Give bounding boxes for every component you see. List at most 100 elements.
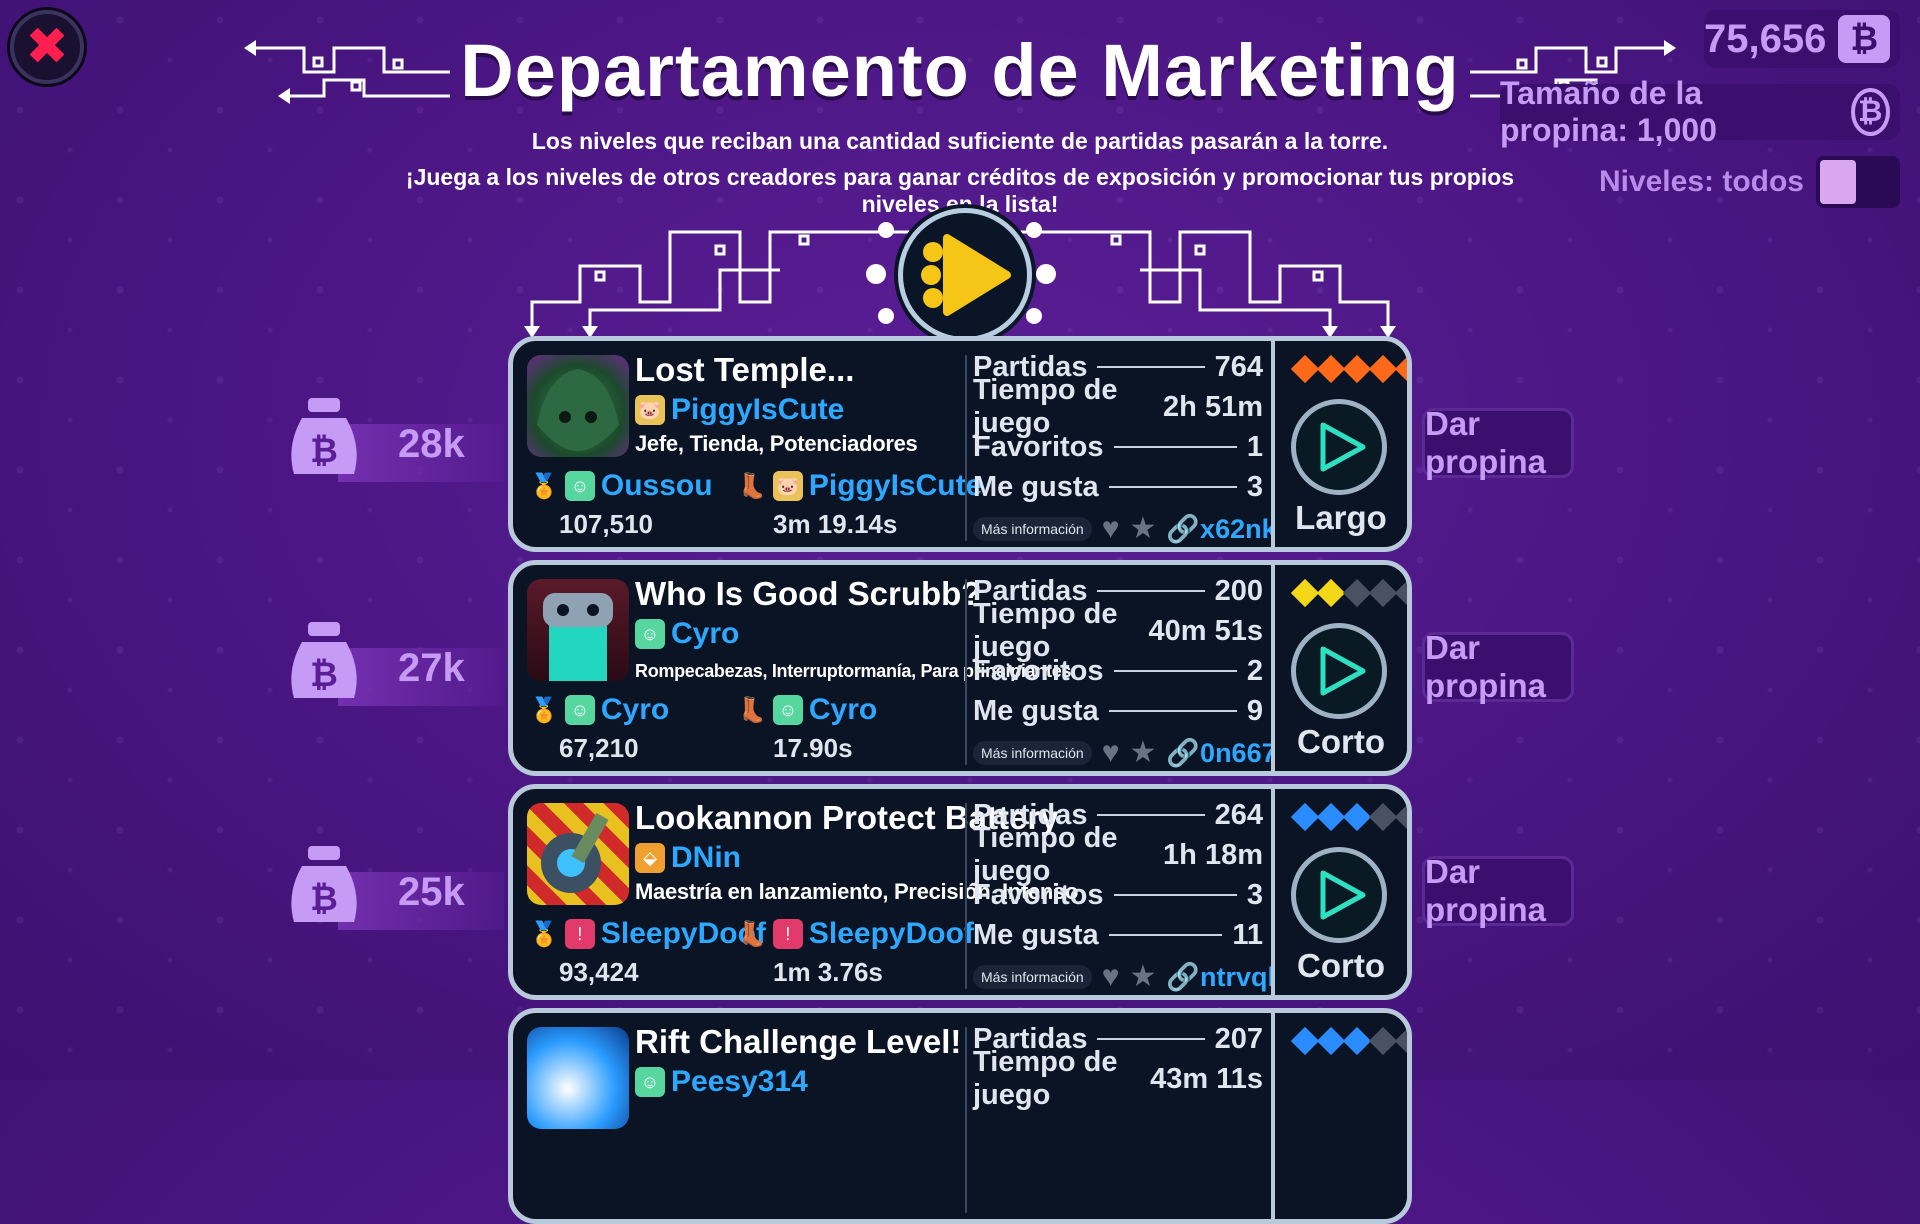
creator-avatar: ☺ bbox=[635, 1067, 665, 1097]
level-creator[interactable]: ☺ Cyro bbox=[635, 617, 739, 651]
creator-avatar: 🐷 bbox=[635, 395, 665, 425]
creator-name: PiggyIsCute bbox=[671, 393, 845, 426]
score-record[interactable]: 🏅 ! SleepyDoof bbox=[529, 917, 766, 951]
level-row: ₿ 25k Lookannon Protect Battery ⬙ DNin M… bbox=[291, 784, 1574, 1000]
level-thumbnail bbox=[527, 355, 629, 457]
close-button[interactable]: ✖ bbox=[10, 10, 84, 84]
difficulty-diamond-filled bbox=[1316, 354, 1346, 384]
heart-icon[interactable]: ♥ bbox=[1101, 736, 1120, 769]
funds-strip bbox=[338, 872, 504, 930]
score-holder: Cyro bbox=[600, 693, 670, 726]
level-funds: ₿ 28k bbox=[288, 398, 508, 482]
level-card[interactable]: Lookannon Protect Battery ⬙ DNin Maestrí… bbox=[508, 784, 1412, 1000]
medal-icon: 🏅 bbox=[529, 920, 559, 948]
score-record[interactable]: 🏅 ☺ Oussou bbox=[529, 469, 713, 503]
star-icon[interactable]: ★ bbox=[1129, 736, 1157, 769]
levels-filter-toggle[interactable] bbox=[1816, 156, 1900, 208]
level-card[interactable]: Who Is Good Scrubb? ☺ Cyro Rompecabezas,… bbox=[508, 560, 1412, 776]
level-card[interactable]: Lost Temple... 🐷 PiggyIsCute Jefe, Tiend… bbox=[508, 336, 1412, 552]
difficulty-diamond-empty bbox=[1394, 802, 1407, 832]
difficulty-diamond-filled bbox=[1290, 802, 1320, 832]
play-icon bbox=[1320, 870, 1366, 920]
speed-holder: Cyro bbox=[808, 693, 878, 726]
level-title: Lookannon Protect Battery bbox=[635, 799, 1059, 836]
difficulty-diamond-filled bbox=[1342, 1026, 1372, 1056]
level-funds: ₿ 25k bbox=[288, 846, 508, 930]
difficulty-diamonds bbox=[1290, 354, 1407, 384]
play-icon bbox=[1320, 422, 1366, 472]
difficulty-diamond-filled bbox=[1316, 802, 1346, 832]
medal-icon: 🏅 bbox=[529, 472, 559, 500]
level-creator[interactable]: ☺ Peesy314 bbox=[635, 1065, 808, 1099]
creator-name: DNin bbox=[671, 841, 741, 874]
level-stats: Partidas 200 Tiempo de juego 40m 51s Favor… bbox=[973, 571, 1263, 731]
level-actions: Más información ♥ ★ 🔗0n667pl bbox=[973, 737, 1301, 769]
card-divider bbox=[965, 803, 967, 989]
difficulty-diamond-filled bbox=[1316, 1026, 1346, 1056]
difficulty-diamond-filled bbox=[1342, 802, 1372, 832]
stat-plays: Partidas 207 bbox=[973, 1022, 1263, 1055]
funds-strip bbox=[338, 424, 504, 482]
player-avatar: ! bbox=[772, 919, 803, 949]
difficulty-diamond-filled bbox=[1290, 354, 1320, 384]
stat-plays: Partidas 200 bbox=[973, 574, 1263, 607]
speed-boot-icon: 👢 bbox=[737, 472, 767, 500]
more-info-button[interactable]: Más información bbox=[973, 517, 1092, 541]
level-creator[interactable]: ⬙ DNin bbox=[635, 841, 741, 875]
creator-name: Cyro bbox=[671, 617, 740, 650]
level-stats: Partidas 764 Tiempo de juego 2h 51m Favori… bbox=[973, 347, 1263, 507]
speed-record[interactable]: 👢 ! SleepyDoof bbox=[737, 917, 974, 951]
more-info-button[interactable]: Más información bbox=[973, 741, 1092, 765]
link-icon: 🔗 bbox=[1166, 962, 1201, 992]
credits-value: 75,656 bbox=[1704, 16, 1827, 61]
score-value: 107,510 bbox=[559, 509, 653, 539]
tip-button[interactable]: Dar propina bbox=[1422, 853, 1574, 928]
level-card[interactable]: Rift Challenge Level! ☺ Peesy314 Partida… bbox=[508, 1008, 1412, 1224]
difficulty-diamond-filled bbox=[1290, 578, 1320, 608]
card-divider bbox=[965, 355, 967, 541]
more-info-button[interactable]: Más información bbox=[973, 965, 1092, 989]
level-tags: Rompecabezas, Interruptormanía, Para pri… bbox=[635, 661, 1072, 681]
score-value: 93,424 bbox=[559, 957, 639, 987]
circuit-decoration-left bbox=[244, 40, 450, 104]
score-holder: SleepyDoof bbox=[600, 917, 766, 950]
stat-playtime: Tiempo de juego 1h 18m bbox=[973, 822, 1263, 887]
difficulty-diamonds bbox=[1290, 802, 1407, 832]
play-level-button[interactable] bbox=[1291, 399, 1387, 495]
level-play-panel: Corto bbox=[1271, 565, 1407, 771]
difficulty-diamonds bbox=[1290, 1026, 1407, 1056]
credit-bill-icon: ₿ bbox=[1838, 15, 1890, 63]
level-thumbnail bbox=[527, 579, 629, 681]
level-actions: Más información ♥ ★ 🔗x62nkhf bbox=[973, 513, 1302, 545]
difficulty-diamond-filled bbox=[1342, 354, 1372, 384]
play-level-button[interactable] bbox=[1291, 623, 1387, 719]
difficulty-diamond-empty bbox=[1368, 802, 1398, 832]
heart-icon[interactable]: ♥ bbox=[1101, 512, 1120, 545]
score-record[interactable]: 🏅 ☺ Cyro bbox=[529, 693, 669, 727]
speed-holder: SleepyDoof bbox=[808, 917, 974, 950]
level-title: Lost Temple... bbox=[635, 351, 855, 388]
tip-button[interactable]: Dar propina bbox=[1422, 629, 1574, 704]
level-creator[interactable]: 🐷 PiggyIsCute bbox=[635, 393, 844, 427]
levels-filter-label: Niveles: todos bbox=[1598, 165, 1804, 198]
level-actions: Más información ♥ ★ 🔗ntrvqhc bbox=[973, 961, 1299, 993]
speed-record[interactable]: 👢 ☺ Cyro bbox=[737, 693, 877, 727]
speed-record[interactable]: 👢 🐷 PiggyIsCute bbox=[737, 469, 982, 503]
play-level-button[interactable] bbox=[1291, 847, 1387, 943]
tip-button[interactable]: Dar propina bbox=[1422, 405, 1574, 480]
svg-text:₿: ₿ bbox=[310, 879, 338, 919]
player-avatar: 🐷 bbox=[772, 471, 803, 501]
level-title: Rift Challenge Level! bbox=[635, 1023, 962, 1060]
star-icon[interactable]: ★ bbox=[1129, 960, 1157, 993]
stat-favorites: Favoritos 2 bbox=[973, 654, 1263, 687]
close-icon: ✖ bbox=[25, 18, 69, 76]
speed-boot-icon: 👢 bbox=[737, 920, 767, 948]
speed-time: 1m 3.76s bbox=[773, 957, 883, 987]
star-icon[interactable]: ★ bbox=[1129, 512, 1157, 545]
heart-icon[interactable]: ♥ bbox=[1101, 960, 1120, 993]
level-play-panel: Largo bbox=[1271, 341, 1407, 547]
tip-size-display: Tamaño de la propina: 1,000 ₿ bbox=[1500, 75, 1900, 148]
play-icon bbox=[1320, 646, 1366, 696]
difficulty-diamond-filled bbox=[1290, 1026, 1320, 1056]
level-play-panel bbox=[1271, 1013, 1407, 1219]
